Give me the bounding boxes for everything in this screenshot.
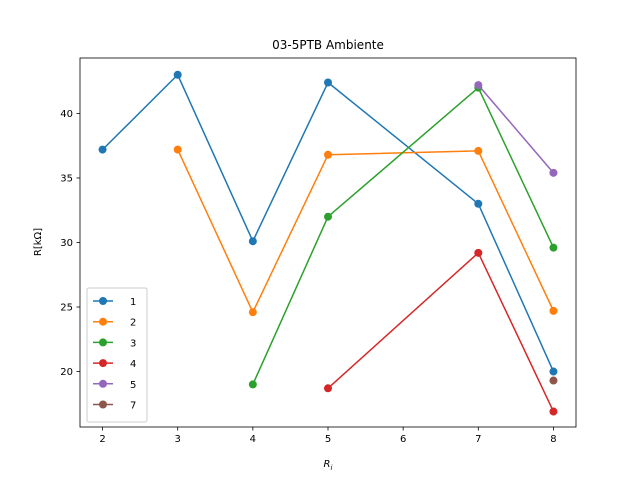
y-tick-label: 35	[60, 173, 73, 184]
data-point	[549, 376, 558, 385]
x-tick-label: 6	[400, 434, 406, 445]
legend-marker-4	[99, 359, 107, 368]
data-point	[474, 81, 483, 90]
x-axis-label-subscript: i	[331, 464, 333, 472]
series-3-line	[252, 86, 555, 385]
legend: 1 2 3 4 5 7	[86, 287, 148, 423]
data-point	[248, 308, 257, 317]
series-1-line	[102, 74, 555, 372]
x-tick-label: 4	[250, 434, 256, 445]
data-point	[549, 407, 558, 416]
data-point	[474, 248, 483, 257]
plot-frame	[79, 57, 577, 428]
data-point	[324, 212, 332, 221]
data-point	[248, 237, 257, 246]
y-tick-label: 30	[60, 238, 73, 249]
legend-marker-1	[99, 297, 107, 305]
data-point	[549, 168, 558, 177]
x-tick-label: 5	[325, 434, 331, 445]
x-tick-label: 8	[550, 434, 556, 445]
legend-label: 2	[130, 318, 136, 329]
data-point	[173, 145, 182, 154]
legend-marker-7	[99, 400, 107, 409]
series-2	[173, 145, 558, 317]
legend-marker-2	[99, 317, 107, 326]
x-axis-label: Ri	[324, 459, 333, 472]
data-point	[474, 146, 483, 155]
series-3	[248, 83, 558, 389]
data-point	[549, 367, 558, 376]
series-5-line	[477, 84, 555, 174]
data-point	[98, 145, 107, 154]
x-axis-label-main: R	[324, 459, 331, 470]
y-tick-label: 40	[60, 109, 73, 120]
series-layer	[98, 70, 558, 416]
y-tick-label: 20	[60, 367, 73, 378]
legend-label: 7	[130, 401, 136, 412]
x-tick-label: 7	[475, 434, 481, 445]
legend-label: 1	[130, 297, 136, 308]
data-point	[549, 243, 558, 252]
x-tick-label: 2	[99, 434, 105, 445]
data-point	[324, 150, 332, 159]
data-point	[474, 199, 483, 208]
legend-label: 4	[130, 359, 136, 370]
data-point	[549, 306, 558, 315]
series-4	[324, 248, 558, 416]
series-1	[98, 70, 558, 376]
chart-title: 03-5PTB Ambiente	[272, 38, 384, 52]
legend-label: 5	[130, 380, 136, 391]
y-tick-label: 25	[60, 303, 73, 314]
x-tick-label: 3	[175, 434, 181, 445]
series-7	[549, 376, 558, 385]
data-point	[324, 384, 332, 393]
data-point	[173, 70, 182, 79]
legend-box	[86, 287, 148, 423]
y-axis-label: R[kΩ]	[33, 228, 44, 256]
legend-label: 3	[130, 338, 136, 349]
series-5	[474, 81, 558, 177]
legend-marker-5	[99, 379, 107, 388]
data-point	[324, 78, 332, 87]
data-point	[248, 380, 257, 389]
legend-marker-3	[99, 338, 107, 347]
